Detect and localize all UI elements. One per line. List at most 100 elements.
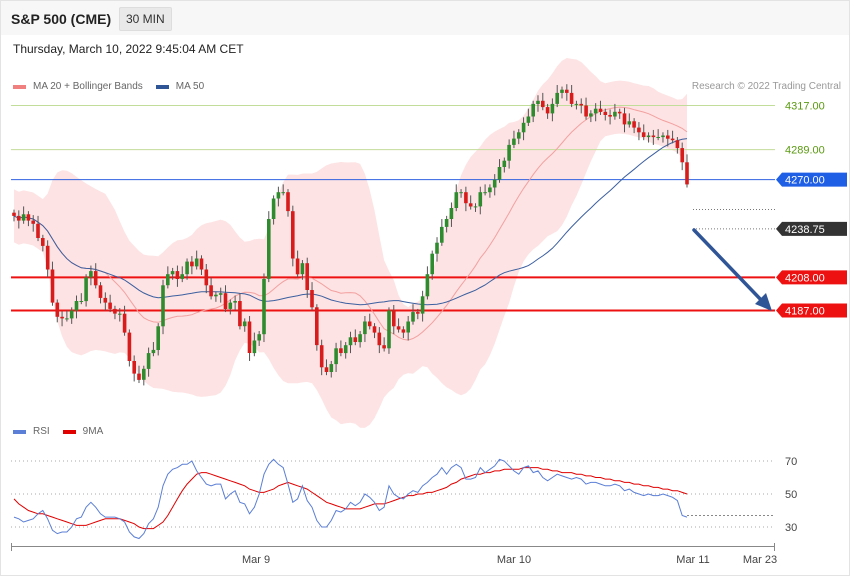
candle-body [555,92,559,104]
candle [233,295,237,311]
candle-body [459,192,463,194]
candle [608,109,612,125]
candle [680,142,684,171]
candle-body [103,297,108,303]
candle-body [440,226,444,243]
candle-body [396,326,401,330]
candle-body [190,261,194,267]
candle [622,107,627,133]
candle-body [252,340,257,354]
candle-body [358,334,362,343]
candle-body [545,107,550,114]
candle [454,184,459,212]
candle-body [392,310,396,327]
candle [257,331,261,346]
candle-body [560,89,564,93]
candle-body [666,135,670,139]
candle [555,85,559,108]
candle-body [430,253,434,275]
candle-body [675,140,680,149]
candle [12,209,16,222]
candle [343,342,348,359]
candle-body [276,192,281,199]
candle [348,331,353,354]
candle-body [637,127,641,133]
candle [315,304,319,351]
candle-body [348,337,353,346]
candle [569,85,574,108]
x-tick-label: Mar 10 [497,554,531,566]
candle-body [339,348,343,353]
candle [449,202,454,227]
candle-body [180,274,184,279]
candle [127,329,132,367]
candle [118,308,122,322]
level-label-4208: 4208.00 [785,272,825,284]
candle-body [464,192,468,204]
candle-body [507,144,511,161]
candle-body [74,301,79,311]
candle-body [142,368,146,380]
candle-body [156,326,160,350]
legend-ma20: MA 20 + Bollinger Bands [13,81,143,92]
candle-body [300,263,305,275]
candle-body [377,332,382,346]
candle [661,132,665,143]
candle-body [89,271,93,278]
candle-body [146,353,151,369]
candle [589,110,593,123]
candle-body [93,271,98,286]
candle [367,313,372,330]
candle [305,257,309,298]
candle [550,98,555,122]
candle-body [488,187,492,193]
candle [416,308,420,320]
candle-body [84,277,88,302]
candle-body [670,138,675,141]
timeframe-button[interactable]: 30 MIN [119,7,172,31]
level-label-4289: 4289.00 [785,145,825,157]
candle-body [387,310,391,349]
candle [637,122,641,141]
candle [627,113,632,128]
candle [262,273,266,343]
candle-body [531,103,535,117]
candle [31,215,35,232]
candle [517,129,521,145]
candle [142,365,146,386]
rsi-tick-label: 50 [785,489,797,501]
candle-body [69,310,74,319]
candle-body [286,192,290,212]
candle [526,108,531,126]
candle-body [512,138,516,145]
candle-body [223,293,228,309]
candle-body [26,214,31,221]
candle [430,250,434,280]
candle-body [209,285,213,297]
candle [521,117,526,141]
candle [300,260,305,280]
candle [617,108,622,119]
candle-body [517,132,521,139]
candle-body [55,302,60,317]
candle [17,210,21,229]
candle [122,305,127,336]
candle [363,316,367,343]
candle [108,294,112,313]
candle-body [574,103,579,105]
candle-body [295,258,300,275]
research-credit: Research © 2022 Trading Central [691,81,841,92]
rsi-tick-label: 70 [785,456,797,468]
candle [339,340,343,357]
candle-body [170,271,175,275]
candle [392,304,396,335]
candle-body [406,321,410,333]
candle [36,215,40,242]
candle [161,279,165,335]
candle [185,258,189,280]
candle-body [401,329,406,333]
candle-body [536,100,540,104]
candle [218,287,223,303]
candle-body [21,214,26,221]
